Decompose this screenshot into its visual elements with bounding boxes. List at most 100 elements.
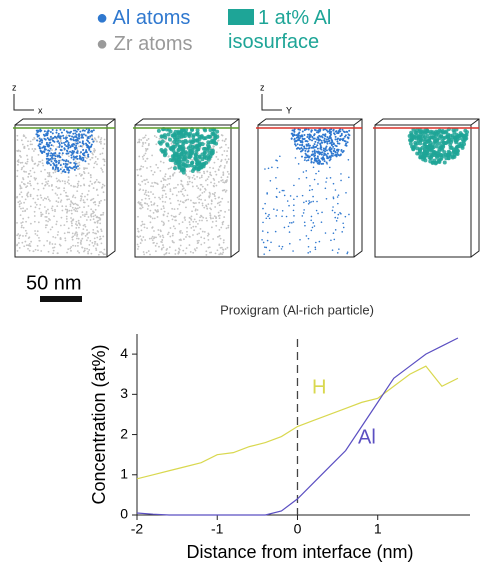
- zr-atom: [161, 194, 164, 197]
- zr-atom: [174, 227, 176, 230]
- al-atom: [261, 230, 264, 232]
- al-atom: [36, 131, 39, 134]
- zr-atom: [50, 175, 53, 178]
- al-atom: [334, 138, 337, 141]
- zr-atom: [198, 219, 201, 222]
- al-atom: [262, 221, 264, 224]
- zr-atom: [82, 232, 85, 235]
- zr-atom: [59, 236, 62, 239]
- zr-atom: [95, 216, 98, 219]
- al-atom: [50, 152, 53, 155]
- al-atom: [76, 142, 79, 145]
- zr-atom: [201, 202, 204, 205]
- al-atom: [48, 141, 51, 144]
- al-atom: [298, 177, 300, 180]
- zr-atom: [44, 226, 47, 229]
- zr-atom: [41, 159, 44, 162]
- zr-atom: [196, 185, 198, 187]
- zr-atom: [215, 224, 218, 227]
- al-atom: [307, 252, 309, 254]
- al-atom: [308, 189, 311, 192]
- zr-atom: [75, 174, 78, 177]
- zr-atom: [95, 140, 98, 143]
- al-atom: [75, 130, 78, 133]
- zr-atom: [218, 165, 221, 168]
- isosurface: [409, 138, 414, 143]
- al-atom: [326, 136, 329, 139]
- al-atom: [314, 248, 317, 251]
- al-atom: [339, 138, 342, 141]
- zr-atom: [188, 177, 191, 180]
- al-atom: [294, 144, 297, 147]
- al-atom: [85, 144, 88, 147]
- al-atom: [46, 155, 49, 158]
- al-atom: [49, 135, 52, 138]
- zr-atom: [170, 166, 173, 169]
- zr-atom: [47, 180, 50, 183]
- al-atom: [57, 169, 60, 172]
- zr-atom: [31, 156, 33, 159]
- axis-icon-label: z: [260, 82, 265, 92]
- zr-atom: [142, 251, 145, 253]
- al-atom: [71, 135, 74, 138]
- al-atom: [51, 132, 54, 135]
- zr-atom: [65, 134, 68, 137]
- zr-atom: [192, 225, 195, 228]
- al-atom: [336, 217, 339, 219]
- zr-atom: [18, 193, 21, 196]
- zr-atom: [94, 181, 97, 183]
- isosurface: [425, 129, 430, 134]
- zr-atom: [78, 251, 81, 254]
- zr-atom: [137, 236, 140, 239]
- zr-atom: [212, 145, 215, 148]
- tomography-panel: [13, 118, 116, 258]
- isosurface: [437, 141, 442, 146]
- zr-atom: [31, 160, 34, 163]
- al-atom: [333, 132, 336, 135]
- al-atom: [50, 156, 53, 159]
- al-atom: [308, 200, 310, 202]
- zr-atom: [75, 231, 77, 234]
- zr-atom: [85, 219, 88, 221]
- tomography-panel: [373, 118, 480, 258]
- al-atom: [81, 141, 84, 144]
- al-atom: [58, 145, 61, 148]
- zr-atom: [78, 167, 81, 170]
- isosurface: [418, 141, 423, 146]
- zr-atom: [160, 248, 163, 251]
- zr-atom: [79, 184, 82, 187]
- al-atom: [61, 158, 64, 161]
- al-atom: [56, 140, 59, 143]
- zr-atom: [147, 181, 150, 184]
- al-atom: [78, 135, 81, 138]
- zr-atom: [143, 202, 146, 205]
- zr-atom: [17, 163, 19, 166]
- zr-atom: [70, 246, 73, 248]
- zr-atom: [175, 194, 178, 197]
- zr-atom: [65, 194, 68, 197]
- zr-atom: [173, 187, 175, 189]
- zr-atom: [221, 253, 224, 256]
- zr-atom: [83, 215, 86, 217]
- zr-atom: [152, 185, 155, 188]
- zr-atom: [71, 238, 74, 241]
- zr-atom: [194, 208, 197, 211]
- zr-atom: [162, 236, 165, 239]
- zr-atom: [156, 216, 159, 218]
- al-atom: [42, 133, 45, 136]
- zr-atom: [33, 220, 36, 223]
- al-atom: [335, 220, 338, 222]
- zr-atom: [36, 230, 39, 233]
- zr-atom: [68, 155, 70, 158]
- zr-atom: [136, 168, 139, 171]
- zr-atom: [46, 196, 49, 198]
- al-atom: [52, 162, 55, 165]
- al-atom: [297, 128, 300, 131]
- zr-atom: [210, 226, 213, 229]
- zr-atom: [45, 219, 48, 222]
- zr-atom: [92, 245, 95, 247]
- al-atom: [306, 156, 309, 159]
- zr-atom: [86, 239, 88, 242]
- al-atom: [45, 141, 48, 144]
- al-atom: [336, 252, 339, 254]
